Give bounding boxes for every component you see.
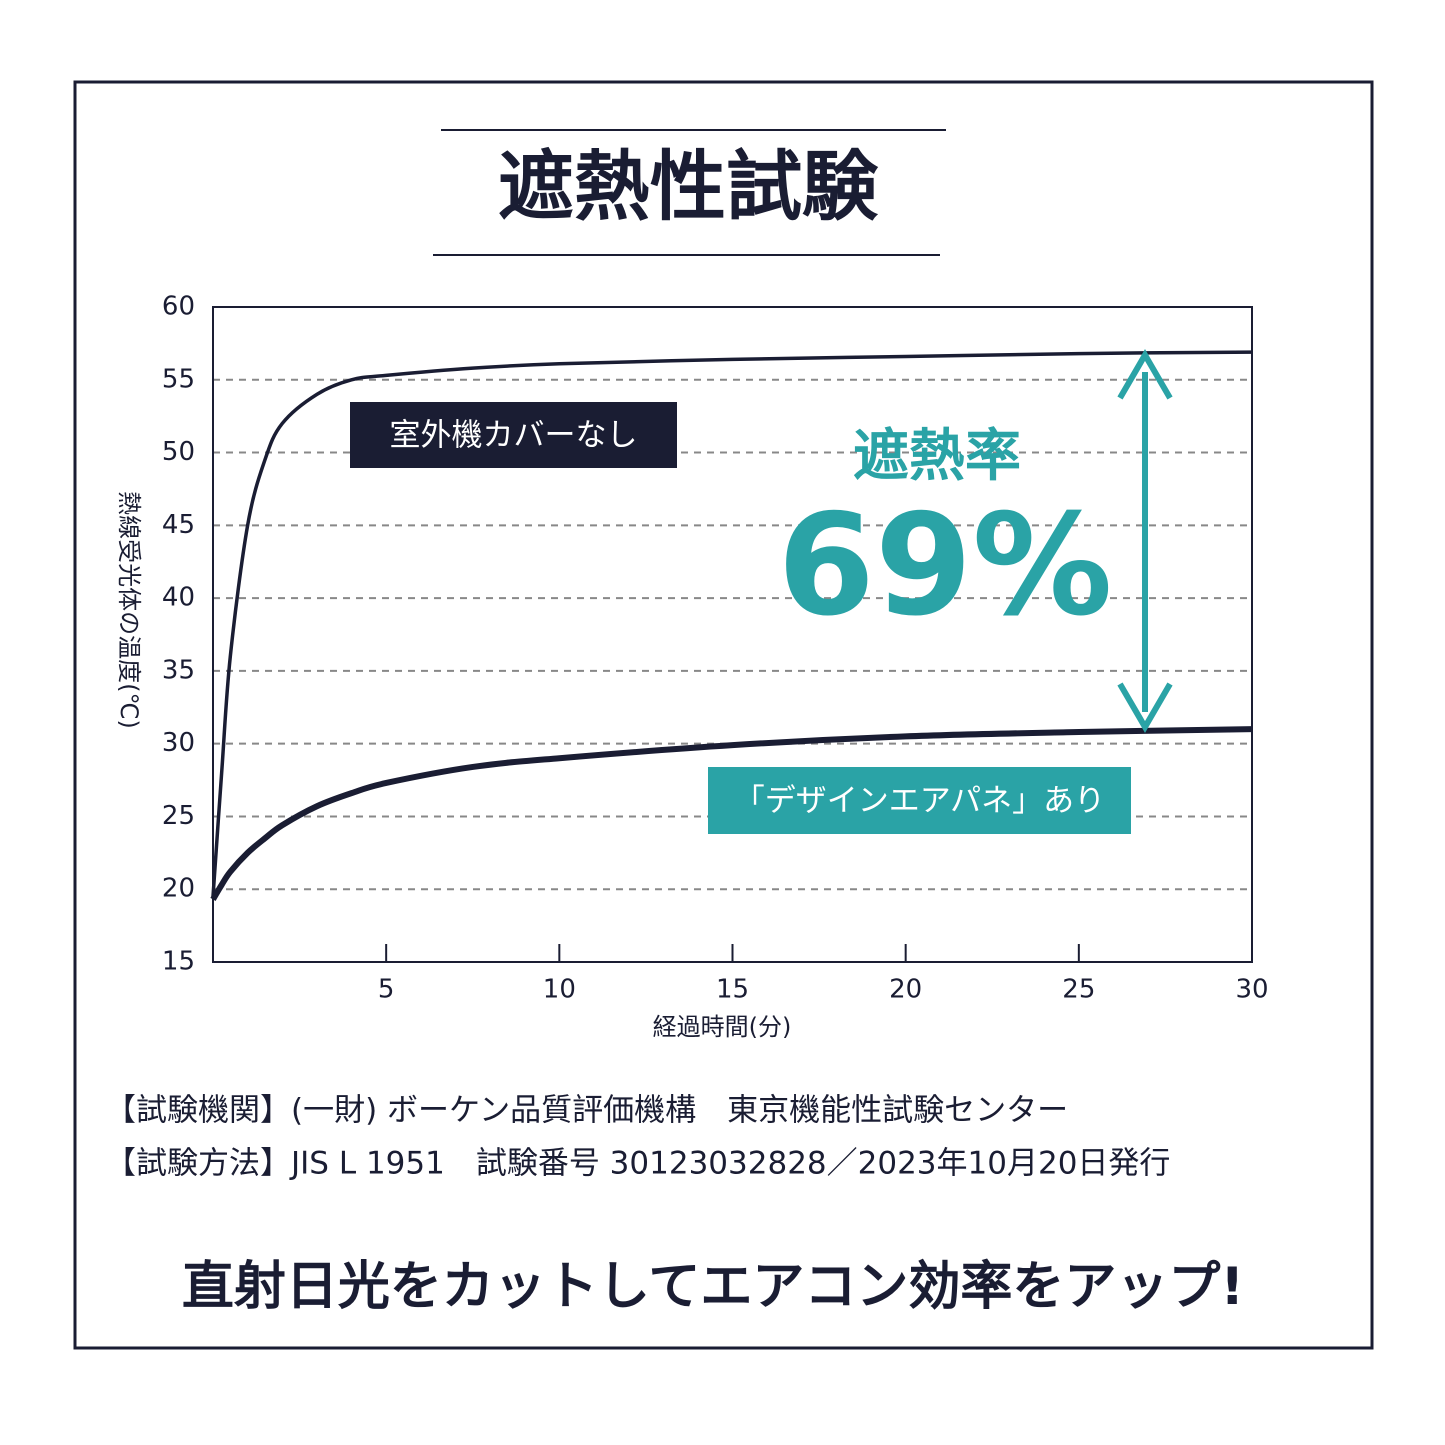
annotation-label: 遮熱率 <box>853 424 1021 489</box>
plot-frame <box>212 306 1253 963</box>
plot: 15 20 25 30 35 40 45 50 55 60 5 10 15 20 25 30 <box>162 292 1269 1005</box>
legend-label: 室外機カバーなし <box>390 418 638 454</box>
y-tick-label: 40 <box>162 583 195 613</box>
arrow <box>1117 349 1173 733</box>
y-tick-label: 60 <box>162 292 195 322</box>
note: 【試験機関】(一財) ボーケン品質評価機構 東京機能性試験センター <box>105 1093 1068 1129</box>
legend-box <box>708 767 1131 834</box>
chart-title: 遮熱性試験 <box>498 142 879 231</box>
legend-label: 「デザインエアパネ」あり <box>734 783 1105 819</box>
annotation-value: 69% <box>777 485 1112 648</box>
y-tick-label: 25 <box>162 801 195 831</box>
x-tick-label: 10 <box>543 975 576 1005</box>
frame <box>73 80 1374 1350</box>
x-tick-label: 15 <box>716 975 749 1005</box>
note: 【試験方法】JIS L 1951 試験番号 30123032828／2023年1… <box>105 1146 1170 1182</box>
x-tick-label: 25 <box>1062 975 1095 1005</box>
y-axis-label: 熱線受光体の温度(℃) <box>115 491 143 729</box>
x-axis-label: 経過時間(分) <box>653 1013 792 1041</box>
y-tick-label: 20 <box>162 874 195 904</box>
y-tick-label: 55 <box>162 364 195 394</box>
y-tick-label: 50 <box>162 437 195 467</box>
y-tick-label: 30 <box>162 728 195 758</box>
x-tick-label: 30 <box>1235 975 1268 1005</box>
y-tick-label: 45 <box>162 510 195 540</box>
series-line <box>211 350 1253 897</box>
series-line <box>210 726 1253 901</box>
legend-box <box>350 402 677 468</box>
y-tick-label: 15 <box>162 947 195 977</box>
x-tick-label: 20 <box>889 975 922 1005</box>
x-tick-label: 5 <box>378 975 395 1005</box>
y-tick-label: 35 <box>162 655 195 685</box>
tagline: 直射日光をカットしてエアコン効率をアップ! <box>182 1257 1244 1317</box>
